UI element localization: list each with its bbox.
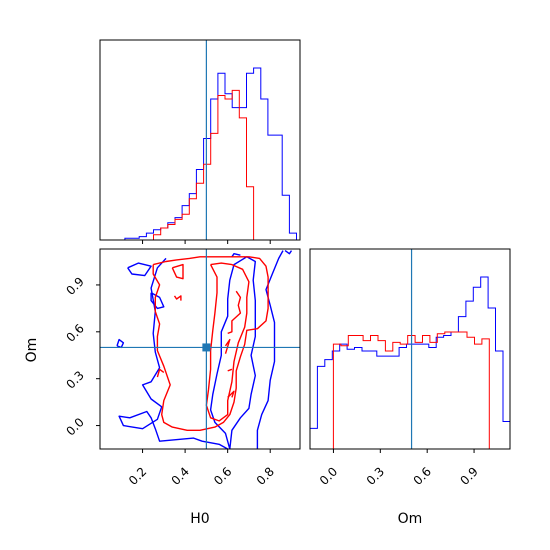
contour-series-2-8 xyxy=(152,256,269,431)
joint-frame xyxy=(99,248,301,450)
contour-series-1-4 xyxy=(118,257,229,449)
om-tick-label-left: 0.3 xyxy=(63,368,86,391)
h0-om-joint-panel: 0.2 0.4 0.6 0.8 0.0 0.3 0.6 0.9 xyxy=(63,248,301,488)
om-tick-label-bottom: 0.0 xyxy=(317,464,340,487)
om-tick-label-left: 0.6 xyxy=(63,321,86,344)
contour-series-1-3 xyxy=(150,292,165,310)
om-histogram-series-2 xyxy=(332,331,490,449)
om-marginal-panel: 0.0 0.3 0.6 0.9 xyxy=(309,248,511,488)
h0-histogram-series-2 xyxy=(153,89,255,240)
x-axis-label-h0: H0 xyxy=(190,511,209,527)
om-tick-label-bottom: 0.9 xyxy=(458,464,481,487)
contour-series-2-6 xyxy=(227,368,233,372)
om-tick-label-bottom: 0.6 xyxy=(411,464,434,487)
h0-tick-label: 0.8 xyxy=(254,464,277,487)
truth-marker xyxy=(202,343,211,352)
contour-series-2-1 xyxy=(171,263,184,280)
h0-tick-label: 0.6 xyxy=(211,464,234,487)
h0-tick-label: 0.2 xyxy=(126,464,149,487)
x-axis-label-om: Om xyxy=(398,511,423,527)
h0-histogram-series-1 xyxy=(110,67,297,240)
contour-series-1-6 xyxy=(256,250,284,449)
om-marginal-frame xyxy=(309,248,511,450)
h0-marginal-frame xyxy=(99,39,301,241)
contour-series-1-8 xyxy=(231,252,241,258)
om-tick-label-left: 0.9 xyxy=(63,274,86,297)
contour-series-2-7 xyxy=(227,290,242,335)
h0-marginal-panel xyxy=(99,39,301,244)
contour-series-2-9 xyxy=(205,262,250,422)
contour-series-2-5 xyxy=(224,338,231,354)
h0-tick-label: 0.4 xyxy=(169,464,192,487)
om-tick-label-left: 0.0 xyxy=(63,415,86,438)
contour-series-1-1 xyxy=(116,338,125,349)
contour-series-2-2 xyxy=(173,295,182,301)
contour-series-1-7 xyxy=(284,250,293,255)
contour-series-2-3 xyxy=(156,368,165,378)
contour-series-1-2 xyxy=(127,262,152,277)
om-histogram-series-1 xyxy=(310,276,510,449)
om-tick-label-bottom: 0.3 xyxy=(364,464,387,487)
y-axis-label-om: Om xyxy=(24,338,40,363)
contour-series-2-4 xyxy=(227,390,235,398)
